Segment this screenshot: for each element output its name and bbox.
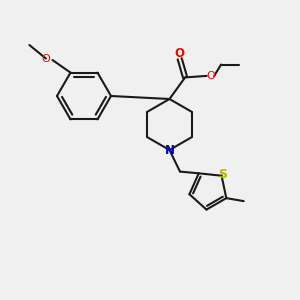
Text: O: O xyxy=(206,71,215,81)
Text: O: O xyxy=(41,53,50,64)
Text: N: N xyxy=(164,143,175,157)
Text: O: O xyxy=(175,47,185,60)
Text: S: S xyxy=(218,168,226,181)
